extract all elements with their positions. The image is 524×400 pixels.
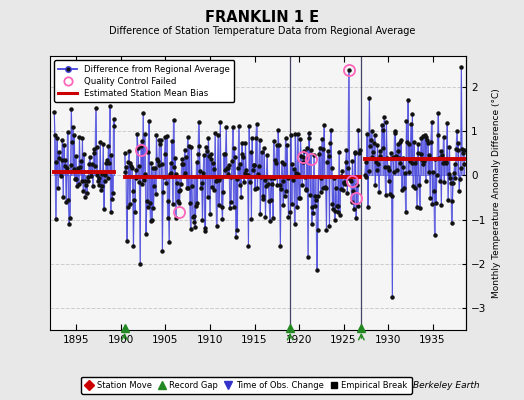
Text: Difference of Station Temperature Data from Regional Average: Difference of Station Temperature Data f… [109, 26, 415, 36]
Text: Berkeley Earth: Berkeley Earth [413, 381, 479, 390]
Legend: Station Move, Record Gap, Time of Obs. Change, Empirical Break: Station Move, Record Gap, Time of Obs. C… [81, 376, 411, 394]
Text: FRANKLIN 1 E: FRANKLIN 1 E [205, 10, 319, 25]
Y-axis label: Monthly Temperature Anomaly Difference (°C): Monthly Temperature Anomaly Difference (… [492, 88, 501, 298]
Legend: Difference from Regional Average, Quality Control Failed, Estimated Station Mean: Difference from Regional Average, Qualit… [54, 60, 234, 102]
